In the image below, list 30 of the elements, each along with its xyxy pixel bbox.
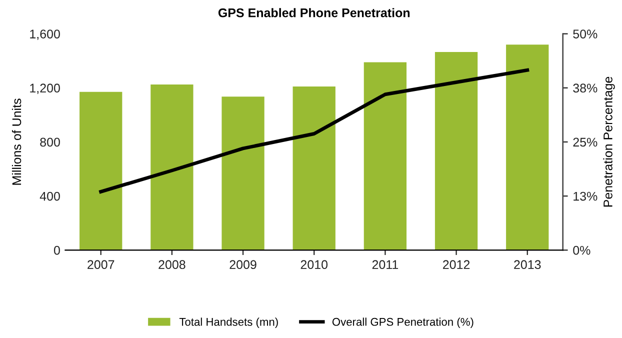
bar	[292, 86, 336, 250]
y2-tick-label: 50%	[573, 30, 598, 38]
x-tick-label: 2010	[300, 260, 328, 270]
y2-tick-label: 25%	[573, 138, 598, 147]
legend-label: Total Handsets (mn)	[179, 318, 278, 328]
bar	[80, 92, 122, 250]
x-tick-label: 2013	[514, 260, 541, 270]
bar	[364, 62, 407, 250]
x-tick-label: 2012	[443, 260, 470, 270]
line-series	[99, 68, 530, 194]
y-tick-label: 1,200	[30, 84, 60, 94]
y-tick-label: 1,600	[30, 30, 60, 40]
bar	[434, 52, 478, 250]
y2-axis-title: Penetration Percentage	[603, 76, 615, 207]
y2-tick-label: 0%	[573, 246, 590, 255]
bar	[150, 84, 194, 250]
bar	[506, 44, 549, 250]
bar	[222, 96, 264, 250]
x-tick-label: 2008	[158, 260, 186, 270]
x-tick-label: 2007	[88, 260, 114, 270]
chart-title: GPS Enabled Phone Penetration	[218, 8, 410, 18]
y2-tick-label: 38%	[573, 84, 598, 93]
y2-tick-label: 13%	[574, 192, 598, 201]
y-axis-title: Millions of Units	[12, 98, 22, 185]
legend-label: Overall GPS Penetration (%)	[332, 318, 474, 328]
y-tick-label: 800	[40, 138, 60, 147]
y-tick-label: 0	[54, 246, 60, 255]
x-tick-label: 2011	[372, 260, 398, 270]
x-tick-label: 2009	[230, 260, 256, 270]
y-tick-label: 400	[40, 192, 60, 201]
